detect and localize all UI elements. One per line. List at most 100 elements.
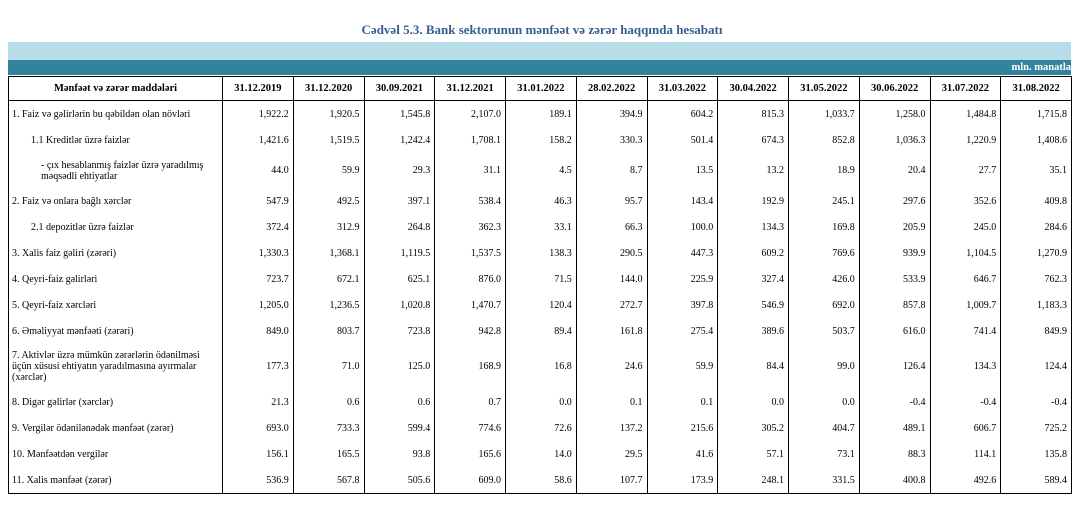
column-header-date: 31.05.2022	[788, 76, 860, 101]
cell-value: 100.0	[646, 214, 719, 240]
cell-value: 1,242.4	[363, 127, 436, 153]
cell-value: 426.0	[788, 266, 860, 292]
cell-value: 489.1	[858, 415, 931, 441]
cell-value: 137.2	[575, 415, 648, 441]
row-label: 11. Xalis mənfəət (zərər)	[8, 467, 223, 494]
cell-value: 27.7	[929, 153, 1002, 188]
cell-value: 1,484.8	[929, 100, 1002, 127]
table-row: 1. Faiz və gəlirlərin bu qəbildən olan n…	[8, 100, 1072, 127]
cell-value: 284.6	[1000, 214, 1072, 240]
cell-value: 1,104.5	[929, 240, 1002, 266]
cell-value: 1,033.7	[788, 100, 860, 127]
cell-value: 192.9	[717, 188, 789, 214]
cell-value: 290.5	[575, 240, 648, 266]
table-row: 7. Aktivlər üzrə mümkün zərərlərin ödəni…	[8, 344, 1072, 389]
cell-value: 1,009.7	[929, 292, 1002, 318]
cell-value: 0.6	[363, 389, 436, 415]
cell-value: 124.4	[1000, 344, 1072, 389]
row-label: 6. Əməliyyat mənfəəti (zərəri)	[8, 318, 223, 344]
cell-value: 264.8	[363, 214, 436, 240]
cell-value: 107.7	[575, 467, 648, 494]
cell-value: 567.8	[292, 467, 365, 494]
cell-value: 305.2	[717, 415, 789, 441]
cell-value: 95.7	[575, 188, 648, 214]
column-header-date: 31.12.2020	[292, 76, 365, 101]
header-row: Mənfəət və zərər maddələri 31.12.2019 31…	[8, 76, 1072, 101]
cell-value: 1,920.5	[292, 100, 365, 127]
cell-value: 66.3	[575, 214, 648, 240]
cell-value: 646.7	[929, 266, 1002, 292]
cell-value: 352.6	[929, 188, 1002, 214]
cell-value: 245.1	[788, 188, 860, 214]
cell-value: 538.4	[434, 188, 506, 214]
cell-value: 143.4	[646, 188, 719, 214]
cell-value: 275.4	[646, 318, 719, 344]
cell-value: 0.1	[646, 389, 719, 415]
cell-value: 769.6	[788, 240, 860, 266]
table-row: 2.1 depozitlər üzrə faizlər 372.4 312.9 264…	[8, 214, 1072, 240]
cell-value: 1,368.1	[292, 240, 365, 266]
cell-value: 409.8	[1000, 188, 1072, 214]
cell-value: 4.5	[505, 153, 577, 188]
cell-value: 1,708.1	[434, 127, 506, 153]
cell-value: 372.4	[222, 214, 294, 240]
cell-value: 1,220.9	[929, 127, 1002, 153]
cell-value: 693.0	[222, 415, 294, 441]
profit-loss-table: Mənfəət və zərər maddələri 31.12.2019 31…	[8, 76, 1072, 494]
cell-value: 501.4	[646, 127, 719, 153]
cell-value: 616.0	[858, 318, 931, 344]
cell-value: 1,205.0	[222, 292, 294, 318]
cell-value: 389.6	[717, 318, 789, 344]
cell-value: 723.7	[222, 266, 294, 292]
cell-value: 114.1	[929, 441, 1002, 467]
cell-value: 606.7	[929, 415, 1002, 441]
cell-value: 1,119.5	[363, 240, 436, 266]
cell-value: 939.9	[858, 240, 931, 266]
cell-value: 24.6	[575, 344, 648, 389]
cell-value: 536.9	[222, 467, 294, 494]
cell-value: 447.3	[646, 240, 719, 266]
cell-value: 272.7	[575, 292, 648, 318]
cell-value: 138.3	[505, 240, 577, 266]
cell-value: 84.4	[717, 344, 789, 389]
cell-value: 134.3	[717, 214, 789, 240]
cell-value: 134.3	[929, 344, 1002, 389]
cell-value: 72.6	[505, 415, 577, 441]
cell-value: 400.8	[858, 467, 931, 494]
table-row: 2. Faiz və onlara bağlı xərclər 547.9 492.…	[8, 188, 1072, 214]
cell-value: 14.0	[505, 441, 577, 467]
cell-value: 852.8	[788, 127, 860, 153]
row-label: 1.1 Kreditlər üzrə faizlər	[8, 127, 223, 153]
cell-value: 1,470.7	[434, 292, 506, 318]
cell-value: 225.9	[646, 266, 719, 292]
cell-value: 397.8	[646, 292, 719, 318]
cell-value: 1,519.5	[292, 127, 365, 153]
table-row: 3. Xalis faiz gəliri (zərəri) 1,330.3 1,36…	[8, 240, 1072, 266]
column-header-date: 31.08.2022	[1000, 76, 1072, 101]
cell-value: 31.1	[434, 153, 506, 188]
cell-value: 126.4	[858, 344, 931, 389]
cell-value: 815.3	[717, 100, 789, 127]
cell-value: 1,408.6	[1000, 127, 1072, 153]
column-header-date: 31.03.2022	[646, 76, 719, 101]
cell-value: 362.3	[434, 214, 506, 240]
cell-value: 165.6	[434, 441, 506, 467]
cell-value: 849.9	[1000, 318, 1072, 344]
cell-value: 73.1	[788, 441, 860, 467]
cell-value: 397.1	[363, 188, 436, 214]
cell-value: 0.1	[575, 389, 648, 415]
column-header-date: 31.12.2021	[434, 76, 506, 101]
cell-value: 1,421.6	[222, 127, 294, 153]
table-row: 5. Qeyri-faiz xərcləri 1,205.0 1,236.5 1,02…	[8, 292, 1072, 318]
cell-value: 0.0	[788, 389, 860, 415]
cell-value: 35.1	[1000, 153, 1072, 188]
cell-value: 330.3	[575, 127, 648, 153]
row-label: 1. Faiz və gəlirlərin bu qəbildən olan n…	[8, 100, 223, 127]
cell-value: 57.1	[717, 441, 789, 467]
cell-value: 168.9	[434, 344, 506, 389]
cell-value: 158.2	[505, 127, 577, 153]
unit-label: mln. manatla	[1011, 62, 1071, 73]
cell-value: 13.5	[646, 153, 719, 188]
cell-value: 215.6	[646, 415, 719, 441]
cell-value: 849.0	[222, 318, 294, 344]
